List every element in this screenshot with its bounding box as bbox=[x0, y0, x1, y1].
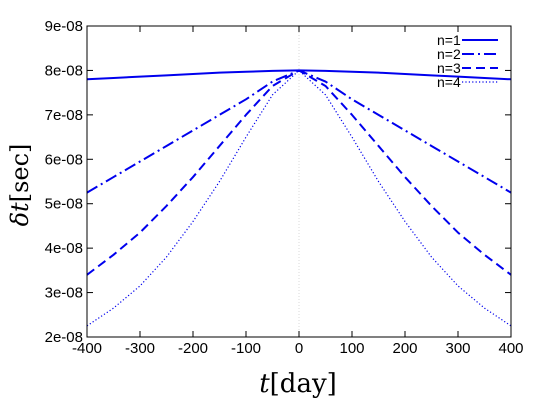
y-axis-label-var: δt bbox=[6, 202, 34, 226]
y-tick-label: 5e-08 bbox=[45, 196, 83, 213]
legend-label: n=4 bbox=[437, 74, 461, 90]
series-line-n-3 bbox=[86, 69, 512, 276]
series-line-n-4 bbox=[86, 69, 512, 327]
x-tick-label: -300 bbox=[125, 340, 155, 357]
y-axis-label: δt[sec] bbox=[6, 144, 34, 227]
x-tick-label: 400 bbox=[498, 340, 523, 357]
legend-label: n=2 bbox=[437, 46, 461, 62]
y-axis-label-unit: [sec] bbox=[6, 144, 34, 203]
legend: n=1n=2n=3n=4 bbox=[437, 32, 498, 90]
legend-label: n=3 bbox=[437, 60, 461, 76]
x-axis-label-unit: [day] bbox=[270, 369, 337, 399]
x-axis-label-var: t bbox=[259, 369, 270, 399]
legend-label: n=1 bbox=[437, 32, 461, 48]
x-tick-label: -400 bbox=[72, 340, 102, 357]
y-tick-label: 6e-08 bbox=[45, 151, 83, 168]
y-axis: 2e-08 3e-08 4e-08 5e-08 6e-08 7e-08 8e-08 9e-08 bbox=[45, 18, 511, 346]
y-tick-label: 9e-08 bbox=[45, 18, 83, 35]
y-tick-label: 2e-08 bbox=[45, 329, 83, 346]
x-axis-label: t[day] bbox=[259, 369, 337, 399]
x-axis: -400 -300 -200 -100 0 100 200 300 400 bbox=[72, 26, 524, 357]
series-layer bbox=[86, 69, 512, 327]
x-tick-label: -200 bbox=[178, 340, 208, 357]
y-tick-label: 3e-08 bbox=[45, 285, 83, 302]
x-tick-label: 300 bbox=[445, 340, 470, 357]
x-tick-label: 0 bbox=[295, 340, 303, 357]
x-tick-label: -100 bbox=[231, 340, 261, 357]
x-tick-label: 200 bbox=[392, 340, 417, 357]
y-tick-label: 4e-08 bbox=[45, 240, 83, 257]
y-tick-label: 8e-08 bbox=[45, 62, 83, 79]
x-tick-label: 100 bbox=[339, 340, 364, 357]
y-tick-label: 7e-08 bbox=[45, 107, 83, 124]
